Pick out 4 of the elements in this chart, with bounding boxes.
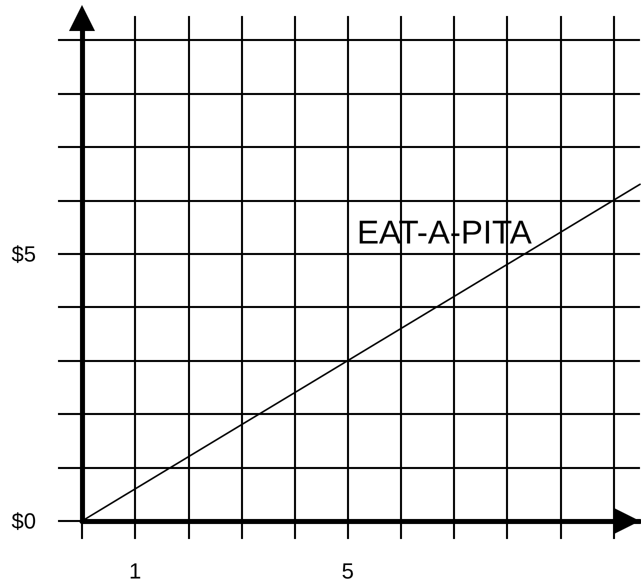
x-tick-label: 5 [342, 558, 354, 582]
y-tick-label: $0 [12, 508, 36, 534]
y-tick-label: $5 [12, 241, 36, 266]
x-tick-label: 1 [129, 558, 142, 582]
